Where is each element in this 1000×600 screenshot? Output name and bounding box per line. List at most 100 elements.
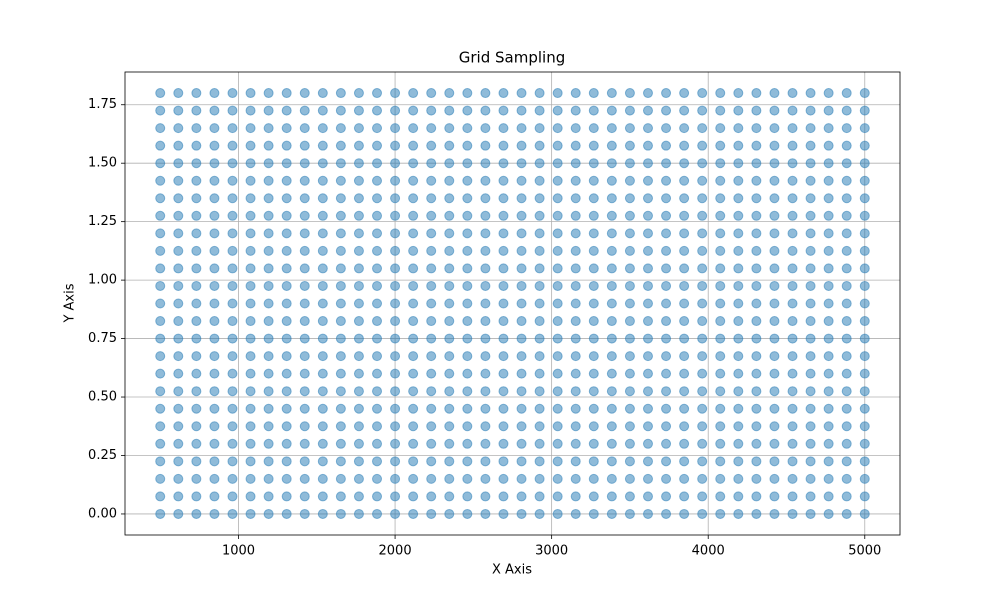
point (444, 175, 455, 186)
point (570, 210, 581, 221)
point (552, 140, 563, 151)
point (462, 193, 473, 204)
point (516, 456, 527, 467)
point (751, 508, 762, 519)
point (390, 280, 401, 291)
point (462, 175, 473, 186)
point (516, 210, 527, 221)
point (606, 280, 617, 291)
point (516, 280, 527, 291)
point (823, 351, 834, 362)
point (390, 333, 401, 344)
point (642, 88, 653, 99)
point (679, 403, 690, 414)
point (317, 263, 328, 274)
point (444, 368, 455, 379)
point (552, 386, 563, 397)
point (353, 158, 364, 169)
point (353, 193, 364, 204)
x-tick-label: 3000 (535, 544, 568, 559)
point (697, 491, 708, 502)
point (570, 316, 581, 327)
point (191, 508, 202, 519)
x-tick-label: 2000 (379, 544, 412, 559)
point (624, 105, 635, 116)
point (444, 298, 455, 309)
point (552, 158, 563, 169)
point (570, 263, 581, 274)
point (372, 175, 383, 186)
point (751, 105, 762, 116)
point (624, 88, 635, 99)
point (390, 316, 401, 327)
point (498, 298, 509, 309)
point (733, 210, 744, 221)
point (751, 473, 762, 484)
point (317, 491, 328, 502)
point (715, 123, 726, 134)
point (335, 105, 346, 116)
point (841, 473, 852, 484)
point (841, 386, 852, 397)
point (552, 403, 563, 414)
point (317, 333, 328, 344)
point (733, 263, 744, 274)
point (155, 386, 166, 397)
point (787, 351, 798, 362)
point (679, 123, 690, 134)
point (480, 298, 491, 309)
point (317, 438, 328, 449)
point (805, 123, 816, 134)
point (372, 351, 383, 362)
point (859, 193, 870, 204)
point (426, 386, 437, 397)
point (155, 403, 166, 414)
point (444, 140, 455, 151)
point (209, 210, 220, 221)
point (173, 333, 184, 344)
point (697, 473, 708, 484)
point (299, 316, 310, 327)
point (787, 210, 798, 221)
point (173, 193, 184, 204)
point (624, 333, 635, 344)
point (588, 263, 599, 274)
point (335, 456, 346, 467)
point (733, 88, 744, 99)
point (263, 333, 274, 344)
point (661, 368, 672, 379)
point (642, 473, 653, 484)
point (534, 456, 545, 467)
point (426, 456, 437, 467)
point (498, 105, 509, 116)
point (805, 316, 816, 327)
point (353, 210, 364, 221)
point (697, 368, 708, 379)
point (191, 333, 202, 344)
point (859, 333, 870, 344)
point (462, 491, 473, 502)
point (841, 333, 852, 344)
point (733, 333, 744, 344)
point (353, 456, 364, 467)
point (642, 280, 653, 291)
point (408, 386, 419, 397)
point (191, 473, 202, 484)
point (570, 175, 581, 186)
point (552, 438, 563, 449)
point (624, 193, 635, 204)
point (661, 438, 672, 449)
point (841, 508, 852, 519)
point (227, 105, 238, 116)
point (227, 368, 238, 379)
point (859, 263, 870, 274)
point (191, 175, 202, 186)
point (534, 88, 545, 99)
point (480, 333, 491, 344)
point (498, 175, 509, 186)
point (859, 175, 870, 186)
point (805, 351, 816, 362)
point (769, 158, 780, 169)
point (444, 456, 455, 467)
point (642, 403, 653, 414)
